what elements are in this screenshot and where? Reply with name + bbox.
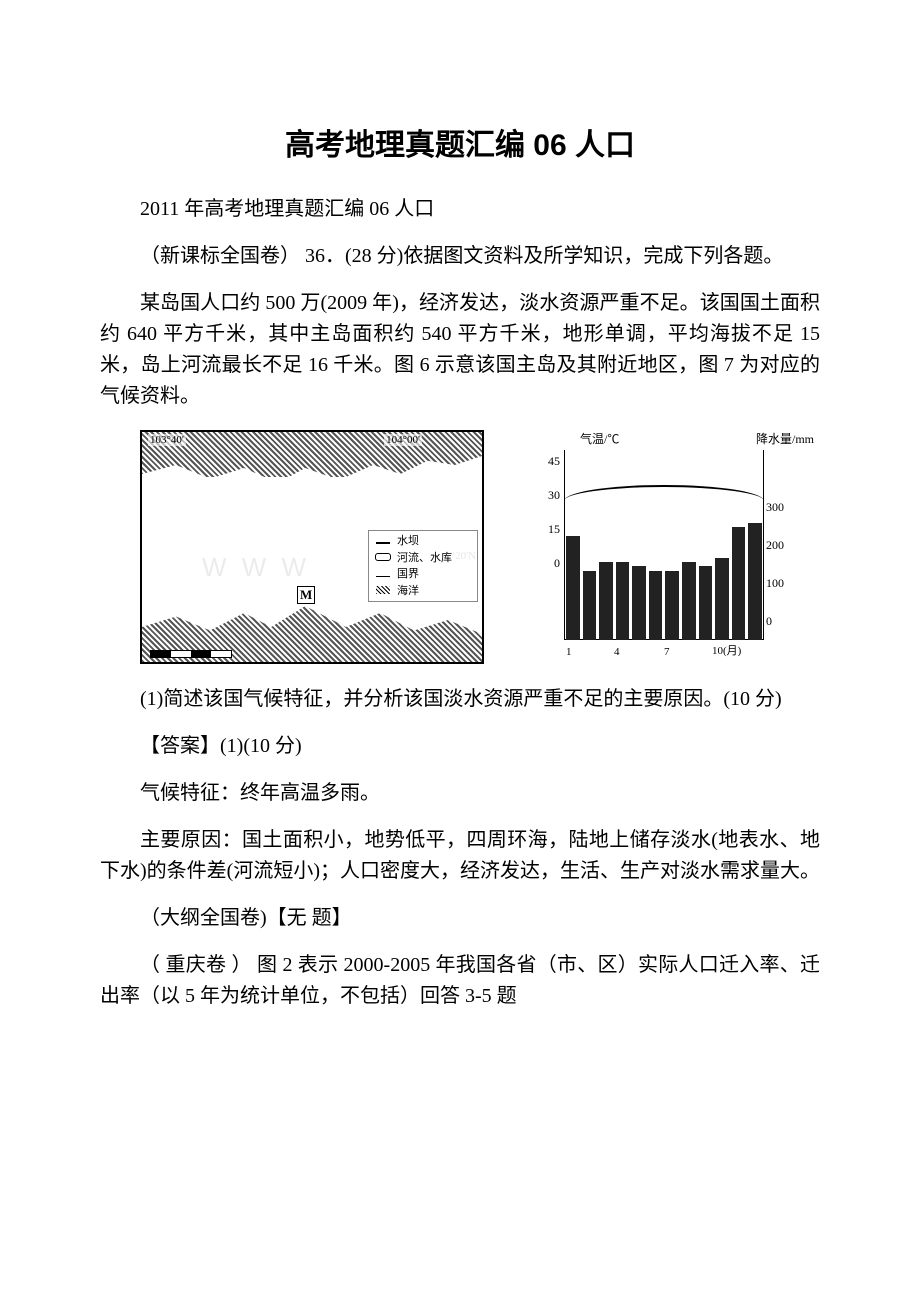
paragraph-dagang: （大纲全国卷)【无 题】 [100,903,820,934]
paragraph-question-source: （新课标全国卷） 36．(28 分)依据图文资料及所学知识，完成下列各题。 [100,241,820,272]
chart-xtick: 4 [614,646,620,658]
map-legend: 水坝 河流、水库 国界 海洋 [368,530,478,602]
river-icon [373,550,393,567]
map-marker-m: M [297,586,315,604]
precip-bar [583,571,597,640]
precip-bar [616,562,630,640]
climate-chart: 气温/℃ 降水量/mm 45 30 15 0 300 200 100 0 1 4 7 10(月) [514,430,814,660]
precip-bar [682,562,696,640]
watermark: W W W [202,552,310,583]
chart-ytick-right: 0 [766,614,798,629]
sea-icon [373,583,393,600]
precip-bar [732,527,746,640]
precip-bar [599,562,613,640]
precip-bar [632,566,646,640]
legend-sea: 海洋 [373,583,473,600]
paragraph-subtitle: 2011 年高考地理真题汇编 06 人口 [100,194,820,225]
legend-river: 河流、水库 [373,550,473,567]
map-longitude-right: 104°00' [384,434,422,446]
document-page: 高考地理真题汇编 06 人口 2011 年高考地理真题汇编 06 人口 （新课标… [0,0,920,1088]
chart-ytick-left: 30 [534,488,560,503]
paragraph-chongqing: （ 重庆卷 ） 图 2 表示 2000-2005 年我国各省（市、区）实际人口迁… [100,950,820,1012]
legend-dam: 水坝 [373,533,473,550]
precip-bar [748,523,762,640]
chart-ytick-left: 45 [534,454,560,469]
paragraph-answer-reason: 主要原因：国土面积小，地势低平，四周环海，陆地上储存淡水(地表水、地下水)的条件… [100,825,820,887]
chart-temp-label: 气温/℃ [580,430,619,447]
chart-xtick: 1 [566,646,572,658]
figure-row: W W W 103°40' 104°00' 1°20'N M 水坝 河流、水库 … [140,430,820,664]
chart-ytick-right: 100 [766,576,798,591]
precip-bar [715,558,729,640]
paragraph-answer-head: 【答案】(1)(10 分) [100,731,820,762]
paragraph-answer-climate: 气候特征：终年高温多雨。 [100,778,820,809]
chart-ytick-left: 0 [534,556,560,571]
chart-ytick-right: 300 [766,500,798,515]
chart-ytick-right: 200 [766,538,798,553]
precip-bar [649,571,663,640]
document-title: 高考地理真题汇编 06 人口 [100,120,820,164]
chart-ytick-left: 15 [534,522,560,537]
precip-bar [566,536,580,640]
precip-bar [665,571,679,640]
paragraph-q1: (1)简述该国气候特征，并分析该国淡水资源严重不足的主要原因。(10 分) [100,684,820,715]
map-scalebar [150,650,232,658]
legend-boundary: 国界 [373,566,473,583]
chart-precip-label: 降水量/mm [756,430,814,447]
dam-icon [373,533,393,550]
map-longitude-left: 103°40' [148,434,186,446]
chart-xtick: 10(月) [712,642,741,658]
chart-xtick: 7 [664,646,670,658]
boundary-icon [373,566,393,583]
chart-precip-bars [566,510,762,640]
precip-bar [699,566,713,640]
map-figure: W W W 103°40' 104°00' 1°20'N M 水坝 河流、水库 … [140,430,484,664]
paragraph-question-body: 某岛国人口约 500 万(2009 年)，经济发达，淡水资源严重不足。该国国土面… [100,288,820,412]
chart-right-axis [763,450,764,640]
